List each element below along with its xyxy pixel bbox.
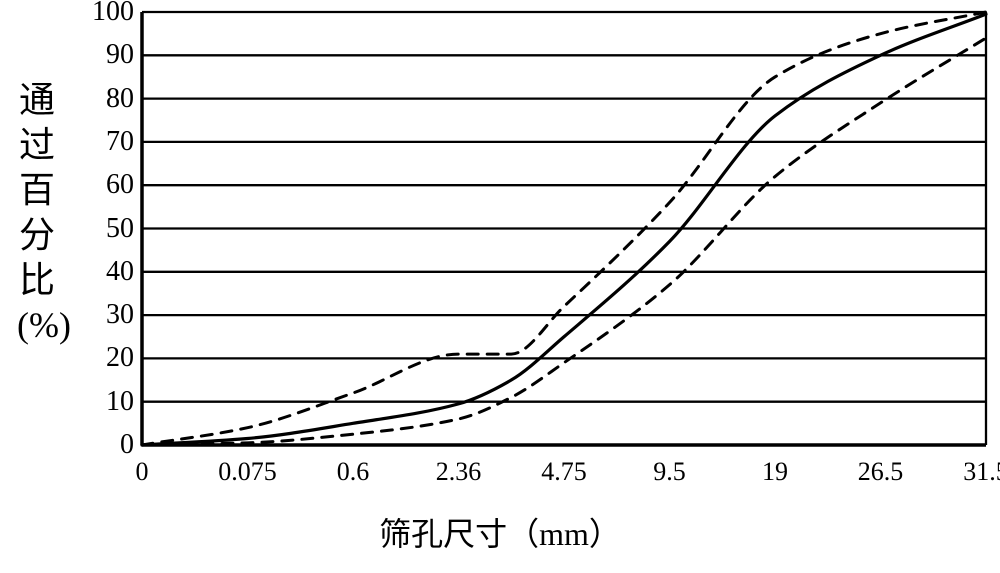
x-axis-label: 筛孔尺寸（mm） [0,509,1000,555]
chart-svg [0,0,1000,573]
y-tick: 90 [64,39,134,71]
chart-root: 通过百分比(%) 0 10 20 30 40 50 60 70 80 90 100 0 0.075 0.… [0,0,1000,573]
y-tick: 50 [64,213,134,245]
x-tick: 0.075 [218,457,277,487]
x-tick: 2.36 [436,457,482,487]
x-tick: 0.6 [337,457,370,487]
y-tick: 80 [64,83,134,115]
y-tick: 10 [64,386,134,418]
x-tick: 19 [762,457,788,487]
y-tick: 0 [64,429,134,461]
y-tick: 60 [64,169,134,201]
y-tick: 40 [64,256,134,288]
y-tick: 30 [64,299,134,331]
y-label-char: 通 [17,78,57,123]
y-label-char: (%) [17,303,57,348]
y-label-char: 百 [17,168,57,213]
y-axis-label: 通过百分比(%) [17,78,57,348]
x-tick: 31.5 [963,457,1000,487]
x-tick: 26.5 [858,457,904,487]
y-label-char: 分 [17,213,57,258]
y-tick: 100 [64,0,134,28]
y-tick: 20 [64,342,134,374]
x-tick: 0 [136,457,149,487]
x-tick: 9.5 [653,457,686,487]
x-tick: 4.75 [541,457,587,487]
y-label-char: 过 [17,123,57,168]
y-tick: 70 [64,126,134,158]
y-label-char: 比 [17,258,57,303]
